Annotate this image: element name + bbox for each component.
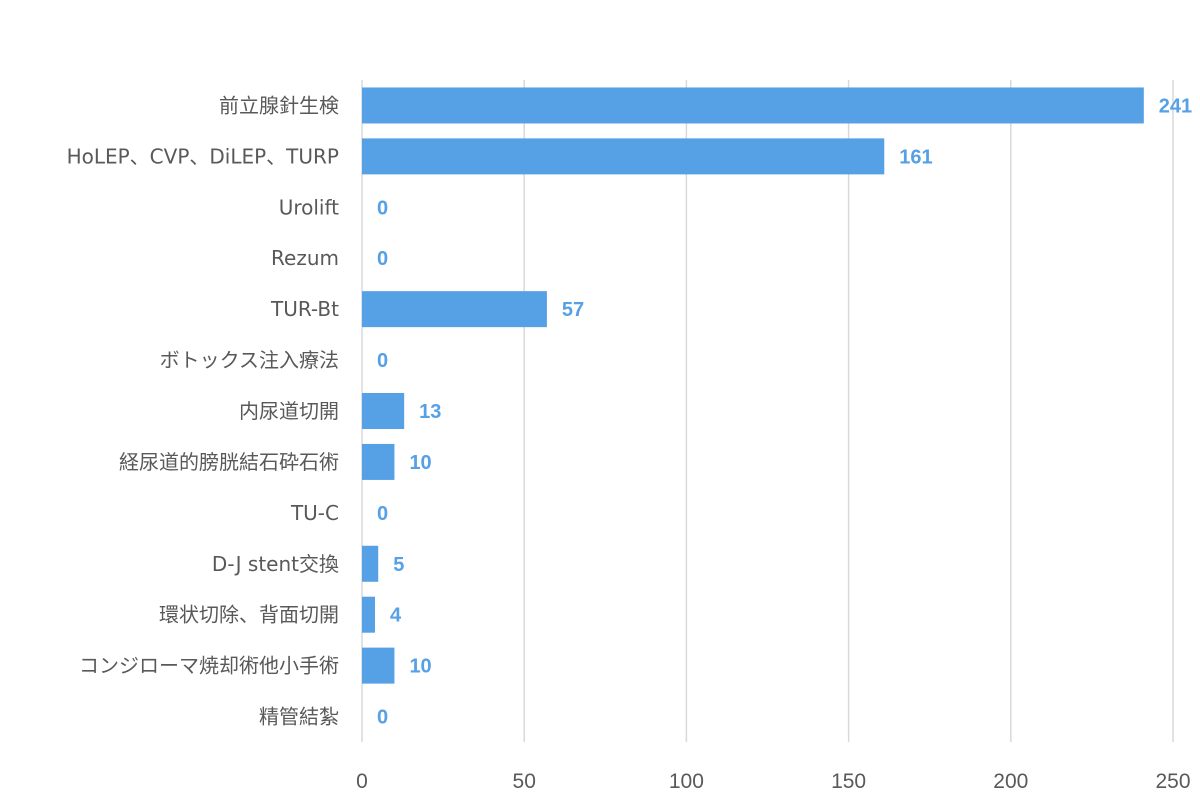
category-label: 精管結紮: [259, 705, 339, 729]
bar: [362, 443, 395, 480]
data-label: 241: [1159, 95, 1192, 117]
bar: [362, 138, 885, 175]
bar: [362, 393, 405, 429]
bar: [362, 596, 375, 633]
bar: [362, 545, 379, 582]
bar: [362, 647, 395, 684]
data-label: 0: [377, 707, 388, 729]
data-label: 10: [409, 452, 431, 474]
data-label: 161: [899, 146, 932, 168]
x-axis-ticks: 0 50 100 150 200 250: [356, 770, 1190, 793]
category-label: 経尿道的膀胱結石砕石術: [119, 450, 339, 474]
data-label: 0: [377, 503, 388, 525]
x-tick-label: 50: [513, 770, 536, 793]
data-label: 0: [377, 248, 388, 270]
bar: [362, 87, 1144, 124]
value-labels: 241 161 0 0 57 0 13 10 0 5 4 10 0: [377, 95, 1192, 728]
data-label: 5: [393, 554, 404, 576]
category-label: 内尿道切開: [239, 399, 339, 423]
x-tick-label: 0: [356, 770, 368, 793]
data-label: 13: [419, 401, 441, 423]
bar: [362, 291, 547, 328]
category-label: Urolift: [279, 195, 339, 219]
category-label: TUR-Bt: [270, 297, 339, 321]
category-label: 環状切除、背面切開: [159, 603, 339, 627]
x-tick-label: 250: [1155, 770, 1190, 793]
category-label: HoLEP、CVP、DiLEP、TURP: [67, 144, 339, 168]
x-tick-label: 100: [669, 770, 704, 793]
category-label: TU-C: [290, 501, 339, 525]
data-label: 0: [377, 350, 388, 372]
category-label: コンジローマ焼却術他小手術: [79, 654, 339, 678]
category-label: 前立腺針生検: [219, 93, 339, 117]
category-label: D-J stent交換: [212, 552, 339, 576]
category-labels: 前立腺針生検 HoLEP、CVP、DiLEP、TURP Urolift Rezum TU…: [67, 93, 340, 728]
data-label: 10: [409, 656, 431, 678]
bars: [362, 87, 1144, 684]
category-label: Rezum: [271, 246, 339, 270]
grid-lines: [361, 80, 1174, 742]
x-tick-label: 200: [993, 770, 1028, 793]
data-label: 0: [377, 197, 388, 219]
data-label: 57: [562, 299, 584, 321]
category-label: ボトックス注入療法: [160, 348, 339, 372]
x-tick-label: 150: [831, 770, 866, 793]
data-label: 4: [390, 605, 402, 627]
